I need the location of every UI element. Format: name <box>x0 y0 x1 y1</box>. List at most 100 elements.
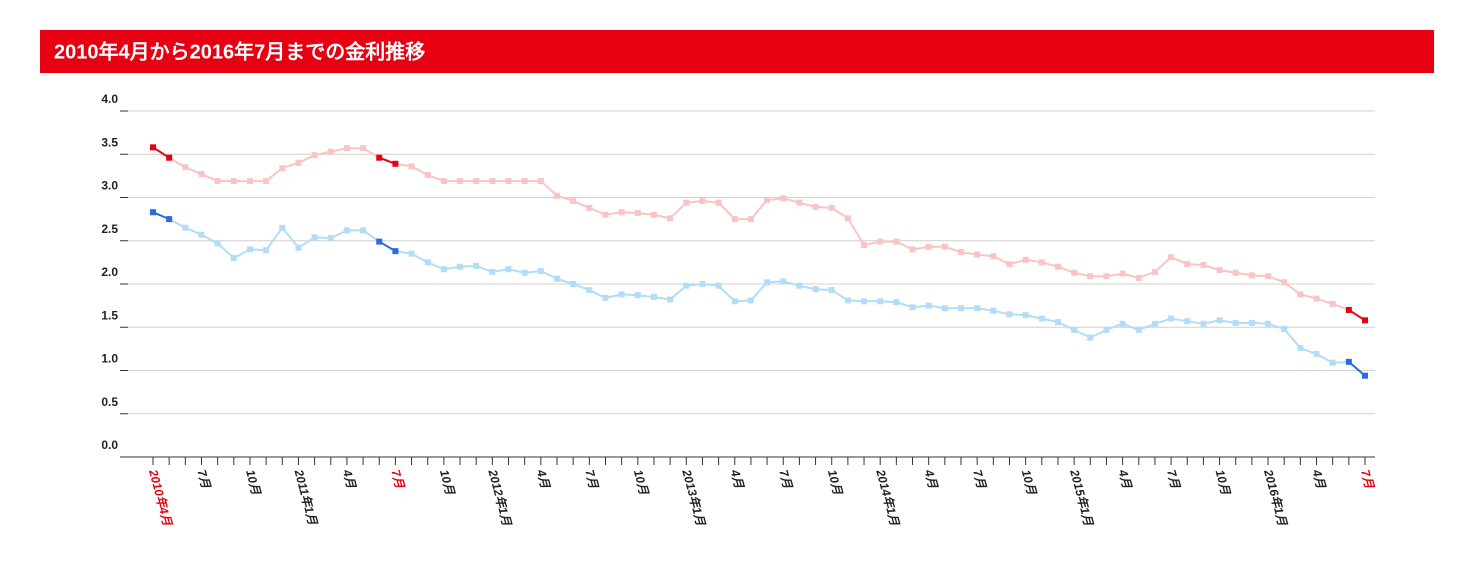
point <box>1087 334 1094 341</box>
point <box>182 164 189 171</box>
point <box>263 247 270 254</box>
point <box>505 178 512 185</box>
point <box>796 199 803 206</box>
point <box>715 282 722 289</box>
x-tick-label: 10月 <box>1213 468 1233 497</box>
point <box>214 240 221 247</box>
point <box>1297 345 1304 352</box>
point <box>602 211 609 218</box>
point <box>1265 320 1272 327</box>
x-tick-label: 2012年1月 <box>485 467 514 528</box>
point <box>327 148 334 155</box>
point <box>634 210 641 217</box>
point <box>747 216 754 223</box>
point <box>360 227 367 234</box>
line-segment <box>281 227 300 249</box>
point <box>1054 319 1061 326</box>
point <box>715 199 722 206</box>
point <box>1022 256 1029 263</box>
point <box>1216 317 1223 324</box>
point <box>246 178 253 185</box>
point <box>311 152 318 159</box>
point <box>1362 372 1368 379</box>
point <box>796 282 803 289</box>
point <box>909 304 916 311</box>
x-tick-label: 10月 <box>825 468 845 497</box>
point <box>1135 326 1142 333</box>
point <box>925 302 932 309</box>
point <box>731 298 738 305</box>
point <box>764 279 771 286</box>
point <box>1345 306 1352 313</box>
point <box>877 298 884 305</box>
point <box>343 145 350 152</box>
point <box>489 178 496 185</box>
point <box>424 172 431 179</box>
point <box>699 281 706 287</box>
x-tick-label: 7月 <box>389 468 408 491</box>
point <box>537 178 544 185</box>
point <box>1232 319 1239 326</box>
point <box>230 178 237 185</box>
point <box>828 204 835 211</box>
point <box>537 268 544 275</box>
point <box>1265 273 1272 280</box>
point <box>1103 273 1110 280</box>
point <box>521 178 528 185</box>
point <box>861 242 868 249</box>
point <box>570 197 577 204</box>
point <box>1200 320 1207 327</box>
point <box>1006 311 1013 318</box>
point <box>1281 325 1288 332</box>
point <box>1313 351 1320 358</box>
x-tick-label: 4月 <box>534 467 553 491</box>
x-tick-label: 10月 <box>1019 468 1039 497</box>
x-tick-label: 7月 <box>1358 468 1377 491</box>
point <box>1151 268 1158 275</box>
point <box>683 199 690 206</box>
y-tick-label: 4.0 <box>101 92 118 106</box>
point <box>230 255 237 262</box>
x-tick-label: 4月 <box>1115 467 1134 491</box>
point <box>1006 261 1013 268</box>
point <box>1168 254 1175 261</box>
point <box>764 197 771 204</box>
line-segment <box>847 217 865 246</box>
point <box>295 159 302 166</box>
point <box>1184 318 1191 325</box>
point <box>1087 273 1094 280</box>
point <box>166 216 173 223</box>
x-tick-label: 2016年1月 <box>1261 467 1290 528</box>
line-segment <box>750 281 768 302</box>
point <box>343 227 350 234</box>
line-segment <box>1283 328 1302 349</box>
x-tick-label: 2014年1月 <box>873 467 902 528</box>
point <box>1329 300 1336 307</box>
point <box>1313 295 1320 302</box>
point <box>861 298 868 305</box>
point <box>1119 270 1126 277</box>
x-tick-label: 7月 <box>776 468 795 491</box>
point <box>893 299 900 306</box>
point <box>990 307 997 314</box>
title-bar <box>40 30 1434 73</box>
x-tick-label: 4月 <box>340 467 359 491</box>
point <box>440 178 447 185</box>
point <box>893 238 900 245</box>
point <box>1103 326 1110 333</box>
point <box>618 291 625 298</box>
point <box>1345 358 1352 365</box>
point <box>844 215 851 222</box>
x-tick-label: 10月 <box>437 468 457 497</box>
y-tick-label: 3.5 <box>101 135 118 149</box>
point <box>360 145 367 152</box>
point <box>650 211 657 218</box>
point <box>505 266 512 273</box>
point <box>327 235 334 242</box>
point <box>311 234 318 241</box>
point <box>408 250 415 257</box>
point <box>909 246 916 253</box>
point <box>1071 326 1078 333</box>
